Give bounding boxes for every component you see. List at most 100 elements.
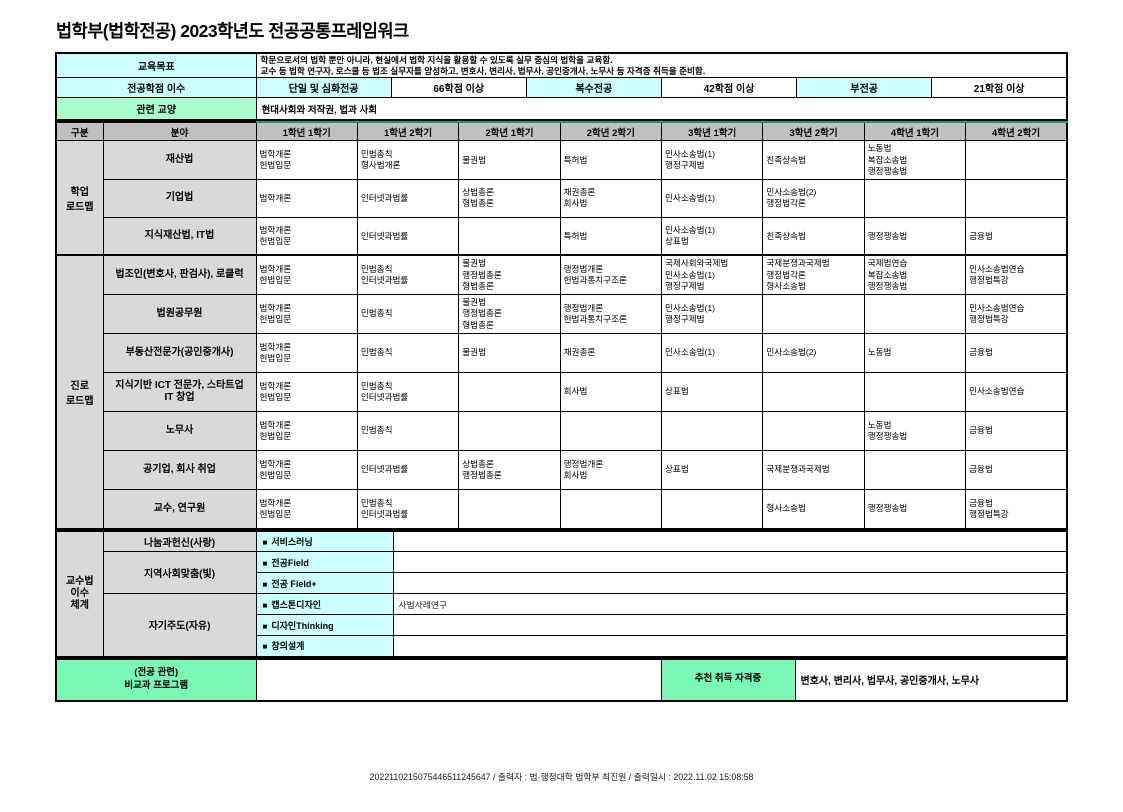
extracurricular-program-value <box>255 658 662 701</box>
course-cell: 국제법연습 복잡소송법 행정쟁송법 <box>863 254 967 296</box>
teaching-note <box>392 530 1068 552</box>
course-cell: 법학개론 헌법입문 <box>255 489 358 529</box>
recommended-certs-value: 변호사, 변리사, 법무사, 공인중개사, 노무사 <box>794 658 1068 701</box>
course-cell: 법학개론 헌법입문 <box>255 450 358 490</box>
bullet-square-icon: ■ <box>262 579 268 589</box>
course-cell: 물권법 행정법총론 형법총론 <box>458 294 561 334</box>
course-cell <box>863 372 967 412</box>
course-cell: 금융법 <box>965 216 1068 256</box>
field-label: 법원공무원 <box>102 294 257 334</box>
course-cell: 물권법 <box>458 333 561 373</box>
course-cell <box>458 489 561 529</box>
course-cell: 법학개론 헌법입문 <box>255 372 358 412</box>
education-goal-line1: 학문으로서의 법학 뿐만 아니라, 현실에서 법학 지식을 활용할 수 있도록 … <box>260 55 613 65</box>
table-row: 지식재산법, IT법 법학개론 헌법입문 인터넷과법률 특허법 민사소송법(1)… <box>56 216 1068 256</box>
roadmap-table: 구분 분야 1학년 1학기 1학년 2학기 2학년 1학기 2학년 2학기 3학… <box>55 120 1068 530</box>
course-cell: 민법총칙 인터넷과법률 <box>356 254 460 296</box>
course-cell: 민사소송법(2) 행정법각론 <box>762 178 865 218</box>
bullet-square-icon: ■ <box>262 537 268 547</box>
table-row: 교수, 연구원 법학개론 헌법입문 민법총칙 인터넷과법률 형사소송법 행정쟁송… <box>56 489 1068 529</box>
course-cell: 행정쟁송법 <box>863 216 967 256</box>
course-cell <box>965 178 1068 218</box>
teaching-item: ■ 캡스톤디자인 <box>255 593 394 615</box>
teaching-note <box>392 572 1068 594</box>
course-cell: 민사소송법(2) <box>762 333 865 373</box>
category-label: 지역사회맞춤(빛) <box>102 551 257 594</box>
course-cell: 인터넷과법률 <box>356 178 460 218</box>
table-row: 진로 로드맵 법조인(변호사, 판검사), 로클럭 법학개론 헌법입문 민법총칙… <box>55 254 1068 530</box>
course-cell: 민사소송법(1) <box>660 178 764 218</box>
table-row: 법원공무원 법학개론 헌법입문 민법총칙 물권법 행정법총론 형법총론 행정법개… <box>56 294 1068 334</box>
course-cell: 법학개론 헌법입문 <box>255 411 358 451</box>
course-cell <box>458 372 561 412</box>
table-row: 지역사회맞춤(빛) ■ 전공Field <box>56 551 1068 594</box>
teaching-item-label: 서비스러닝 <box>271 536 313 547</box>
course-cell: 회사법 <box>559 372 663 412</box>
header-sem-4-2: 4학년 2학기 <box>965 120 1068 142</box>
print-footer: 2022110215075446511245647 / 출력자 : 법·행정대학… <box>369 772 754 782</box>
course-cell: 특허법 <box>559 216 663 256</box>
course-cell: 금융법 <box>965 450 1068 490</box>
course-cell: 노동법 복잡소송법 행정쟁송법 <box>863 140 967 180</box>
course-cell <box>965 140 1068 180</box>
course-cell: 노동법 행정쟁송법 <box>863 411 967 451</box>
credit-type-minor: 부전공 <box>796 77 933 99</box>
course-cell: 물권법 <box>458 140 561 180</box>
header-sem-2-1: 2학년 1학기 <box>458 120 561 142</box>
course-cell <box>863 294 967 334</box>
course-cell <box>458 411 561 451</box>
course-cell: 법학개론 헌법입문 <box>255 216 358 256</box>
group-label-study: 학업 로드맵 <box>55 140 104 256</box>
bullet-square-icon: ■ <box>262 600 268 610</box>
course-cell: 행정법개론 헌법과통치구조론 <box>559 254 663 296</box>
teaching-item: ■ 디자인Thinking <box>255 614 394 636</box>
course-cell: 행정쟁송법 <box>863 489 967 529</box>
bullet-square-icon: ■ <box>262 558 268 568</box>
course-cell: 민법총칙 인터넷과법률 <box>356 489 460 529</box>
field-label: 노무사 <box>102 411 257 451</box>
teaching-method-table: 교수법 이수 체계 나눔과헌신(사랑) ■ 서비스러닝 지역사회맞춤(빛) ■ 전공… <box>55 529 1068 658</box>
course-cell: 민사소송법(1) <box>660 333 764 373</box>
header-sem-2-2: 2학년 2학기 <box>559 120 663 142</box>
course-cell: 민법총칙 <box>356 411 460 451</box>
credit-type-double: 복수전공 <box>525 77 662 99</box>
field-label: 지식재산법, IT법 <box>102 216 257 256</box>
field-label: 공기업, 회사 취업 <box>102 450 257 490</box>
header-sem-1-2: 1학년 2학기 <box>356 120 460 142</box>
course-cell: 상법총론 행정법총론 <box>458 450 561 490</box>
table-row: 공기업, 회사 취업 법학개론 헌법입문 인터넷과법률 상법총론 행정법총론 행… <box>56 450 1068 490</box>
course-cell <box>660 411 764 451</box>
table-row: ■ 창의설계 <box>56 635 1068 657</box>
major-credits-label: 전공학점 이수 <box>55 77 257 99</box>
extracurricular-table: (전공 관련) 비교과 프로그램 추천 취득 자격증 변호사, 변리사, 법무사… <box>55 657 1068 702</box>
credit-value-double: 42학점 이상 <box>660 77 798 99</box>
header-sem-4-1: 4학년 1학기 <box>863 120 967 142</box>
bullet-square-icon: ■ <box>262 621 268 631</box>
header-sem-3-2: 3학년 2학기 <box>762 120 865 142</box>
teaching-note <box>392 635 1068 657</box>
group-label-career: 진로 로드맵 <box>55 254 104 530</box>
course-cell: 민사소송법(1) 행정구제법 <box>660 294 764 334</box>
header-sem-1-1: 1학년 1학기 <box>255 120 358 142</box>
course-cell: 인터넷과법률 <box>356 450 460 490</box>
course-cell <box>863 178 967 218</box>
course-cell: 민사소송법연습 행정법특강 <box>965 254 1068 296</box>
info-table: 교육목표 학문으로서의 법학 뿐만 아니라, 현실에서 법학 지식을 활용할 수… <box>55 52 1068 121</box>
course-cell: 법학개론 헌법입문 <box>255 254 358 296</box>
table-row: (전공 관련) 비교과 프로그램 추천 취득 자격증 변호사, 변리사, 법무사… <box>55 658 1068 701</box>
page-title: 법학부(법학전공) 2023학년도 전공공통프레임워크 <box>56 21 409 41</box>
recommended-certs-label: 추천 취득 자격증 <box>660 658 796 701</box>
header-gubun: 구분 <box>55 121 104 142</box>
course-cell: 친족상속법 <box>762 140 865 180</box>
field-label: 지식기반 ICT 전문가, 스타트업 IT 창업 <box>102 372 257 412</box>
course-cell: 민법총칙 형사법개론 <box>356 140 460 180</box>
course-cell: 국제사회와국제법 민사소송법(1) 행정구제법 <box>660 254 764 296</box>
field-label: 법조인(변호사, 판검사), 로클럭 <box>102 254 257 296</box>
teaching-note <box>392 551 1068 573</box>
course-cell <box>559 411 663 451</box>
teaching-item-label: 캡스톤디자인 <box>271 599 322 610</box>
course-cell <box>559 489 663 529</box>
teaching-note: 사법사례연구 <box>392 593 1068 615</box>
table-row: ■ 전공 Field+ <box>56 572 1068 594</box>
course-cell: 민사소송법(1) 상표법 <box>660 216 764 256</box>
